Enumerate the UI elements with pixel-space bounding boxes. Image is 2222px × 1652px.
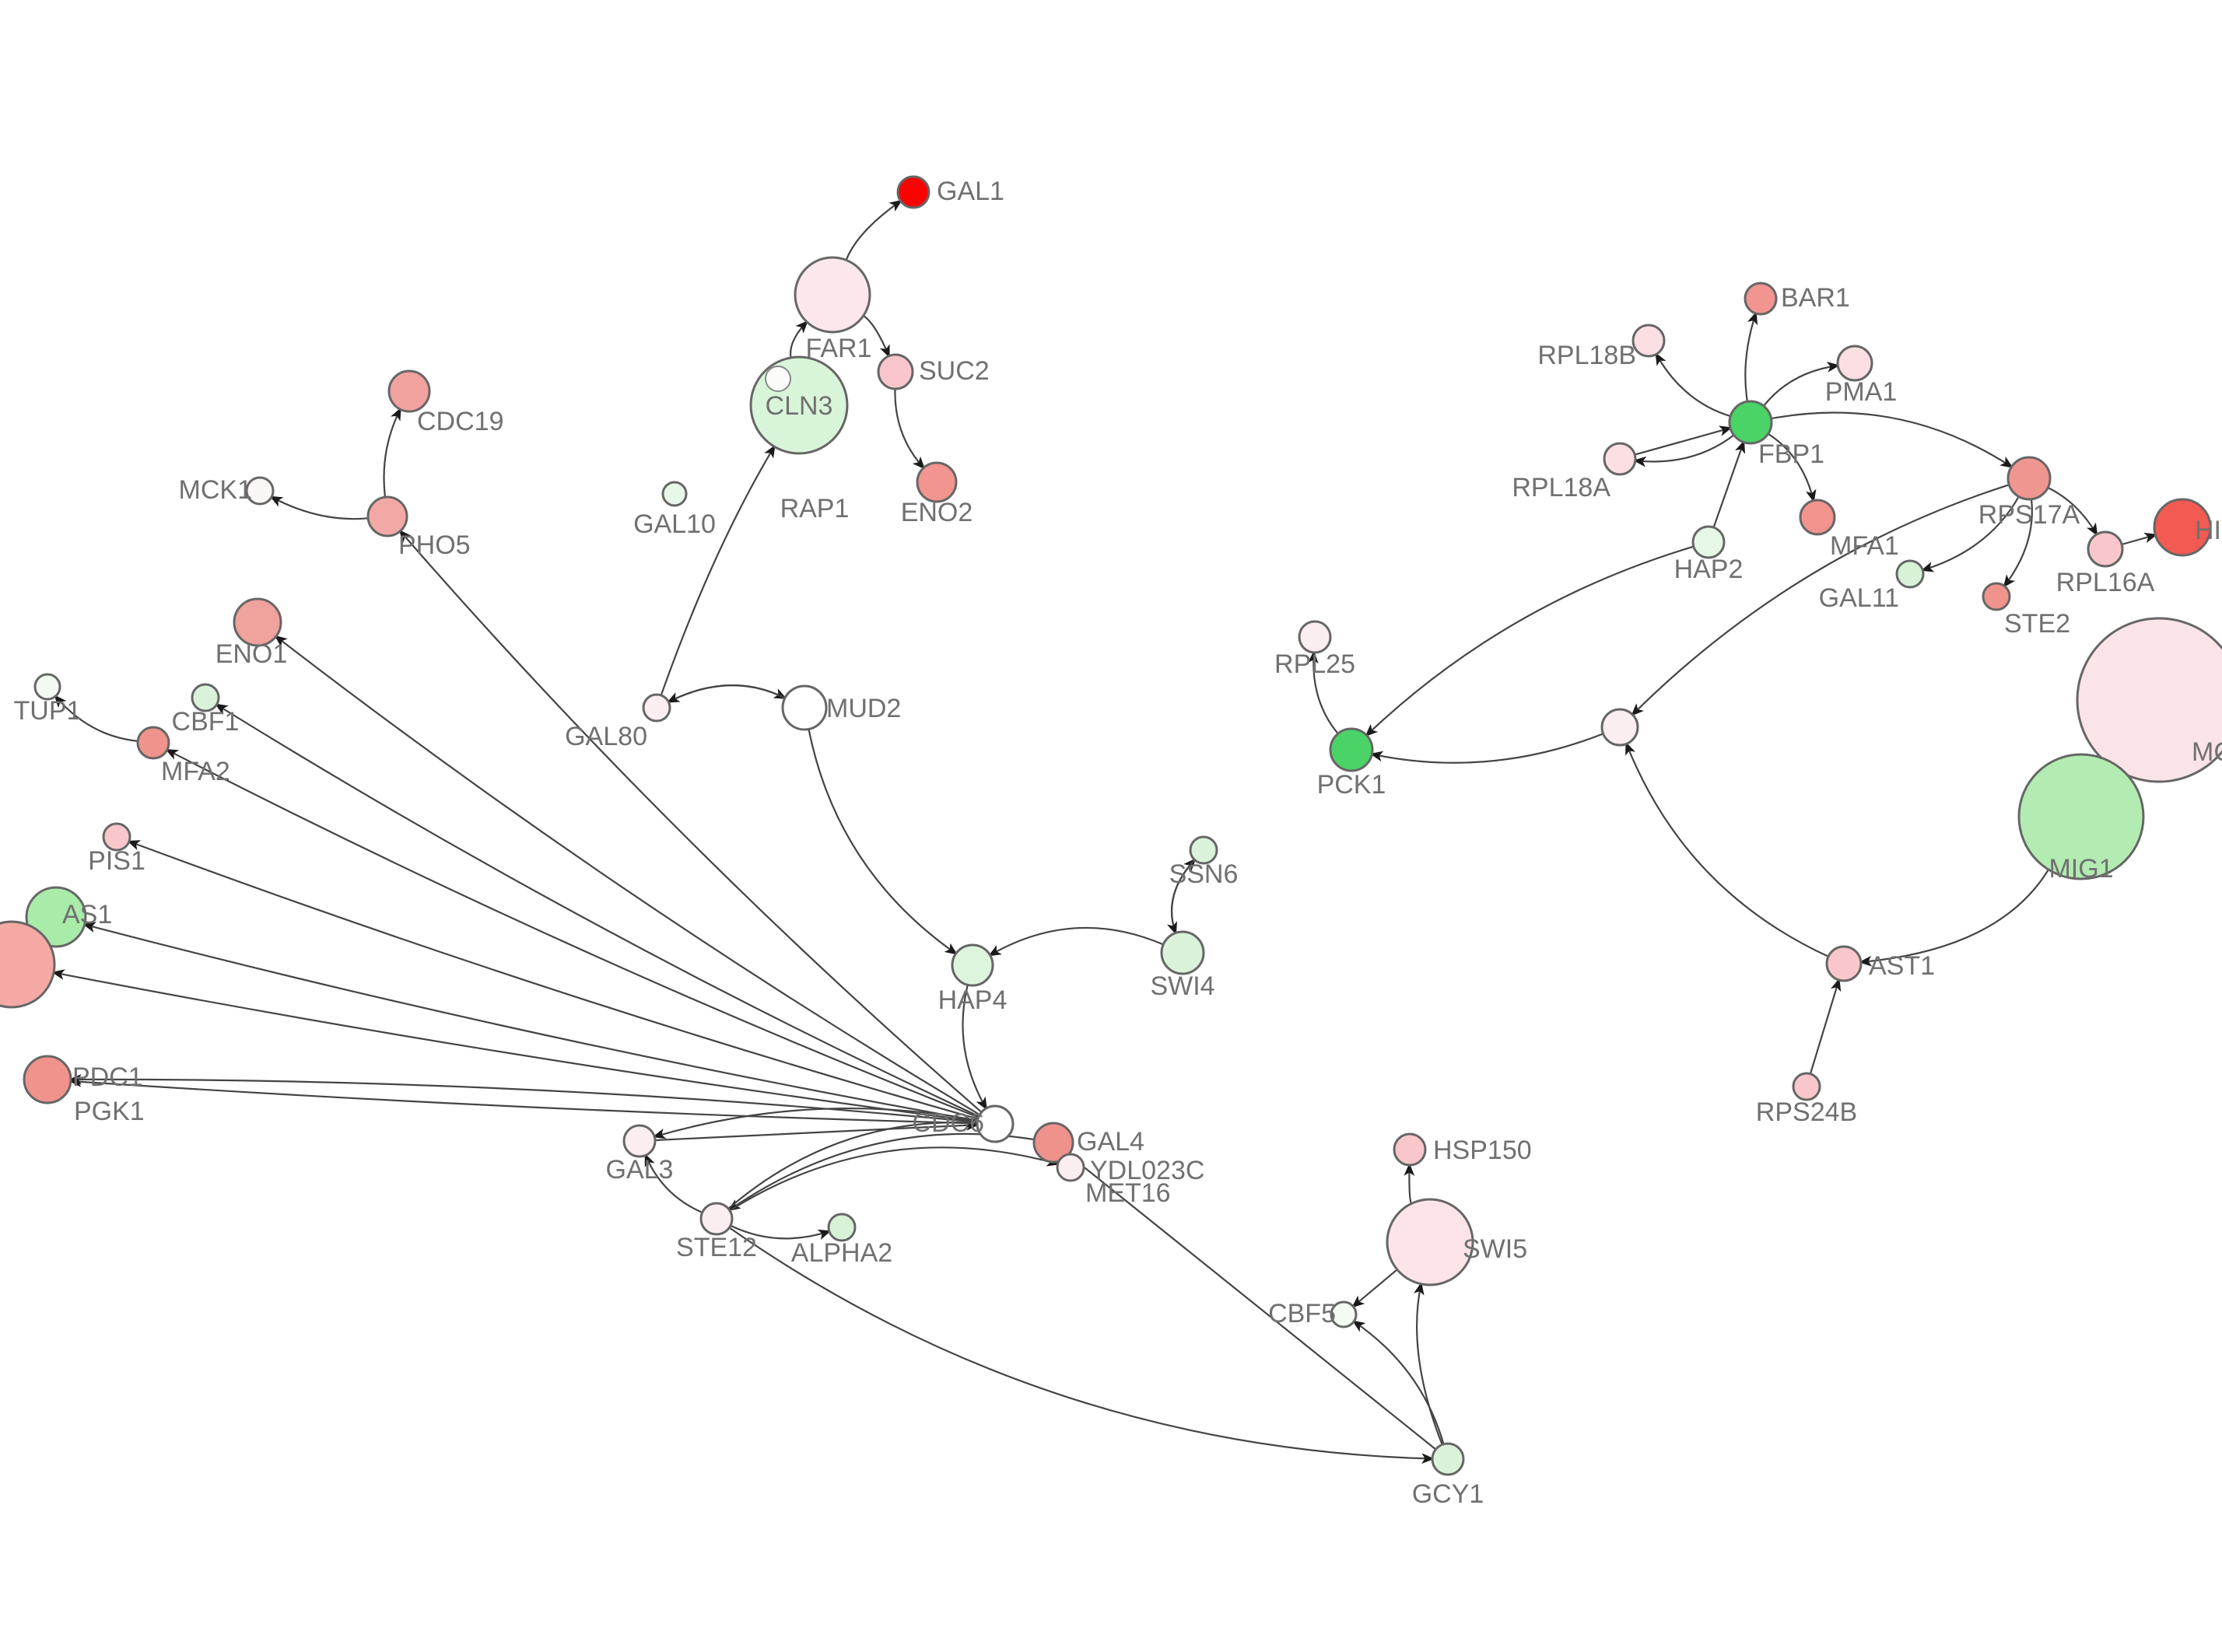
svg-text:SUC2: SUC2: [919, 356, 990, 386]
svg-text:BAR1: BAR1: [1781, 283, 1850, 313]
svg-text:PDC1: PDC1: [72, 1062, 143, 1092]
svg-text:ALPHA2: ALPHA2: [791, 1238, 892, 1268]
svg-text:ENO1: ENO1: [216, 639, 288, 669]
svg-text:TUP1: TUP1: [14, 696, 82, 726]
svg-text:MCK1: MCK1: [179, 475, 252, 505]
svg-text:GAL10: GAL10: [633, 509, 716, 539]
svg-text:GAL11: GAL11: [1819, 583, 1899, 613]
svg-text:RPL18A: RPL18A: [1512, 473, 1610, 502]
svg-text:GCY1: GCY1: [1412, 1479, 1484, 1509]
svg-text:AS1: AS1: [62, 900, 112, 929]
svg-text:PCK1: PCK1: [1317, 770, 1386, 800]
svg-text:STE12: STE12: [676, 1233, 757, 1262]
svg-text:MCM1: MCM1: [2192, 737, 2222, 767]
svg-text:CBF1: CBF1: [172, 707, 240, 737]
svg-text:CLN3: CLN3: [766, 391, 833, 421]
svg-text:STE2: STE2: [2004, 609, 2070, 639]
svg-text:MFA1: MFA1: [1830, 531, 1899, 561]
svg-text:AST1: AST1: [1869, 951, 1935, 981]
svg-text:MET16: MET16: [1085, 1178, 1171, 1208]
svg-text:ENO2: ENO2: [901, 498, 973, 527]
svg-text:RPL25: RPL25: [1274, 649, 1355, 679]
svg-text:RAP1: RAP1: [780, 494, 850, 523]
svg-text:SWI5: SWI5: [1463, 1234, 1527, 1264]
svg-text:PMA1: PMA1: [1825, 377, 1898, 407]
svg-text:FAR1: FAR1: [805, 334, 871, 363]
svg-text:PGK1: PGK1: [74, 1097, 145, 1126]
svg-text:CBF5: CBF5: [1268, 1299, 1336, 1328]
svg-text:HAP2: HAP2: [1674, 555, 1744, 584]
svg-text:HAP4: HAP4: [938, 985, 1008, 1015]
svg-text:RPL16A: RPL16A: [2056, 568, 2155, 597]
svg-text:SWI4: SWI4: [1150, 971, 1214, 1001]
svg-text:MUD2: MUD2: [826, 694, 901, 723]
svg-text:FBP1: FBP1: [1758, 439, 1824, 469]
svg-text:GAL80: GAL80: [565, 722, 647, 751]
svg-text:RPS17A: RPS17A: [1978, 500, 2080, 530]
svg-text:SSN6: SSN6: [1169, 859, 1239, 889]
svg-text:MFA2: MFA2: [161, 757, 230, 786]
svg-text:RPS24B: RPS24B: [1756, 1097, 1857, 1127]
svg-text:PIS1: PIS1: [88, 846, 145, 876]
svg-text:MIG1: MIG1: [2049, 854, 2113, 884]
svg-text:GAL4: GAL4: [1077, 1127, 1144, 1157]
svg-text:CDC19: CDC19: [417, 407, 503, 436]
svg-text:GAL1: GAL1: [937, 177, 1004, 206]
svg-text:HSP150: HSP150: [1433, 1136, 1532, 1165]
svg-text:CDC6: CDC6: [912, 1108, 984, 1138]
svg-text:GAL3: GAL3: [606, 1155, 674, 1185]
svg-text:HIS4: HIS4: [2195, 516, 2222, 545]
svg-text:RPL18B: RPL18B: [1537, 341, 1636, 370]
svg-text:PHO5: PHO5: [398, 530, 471, 560]
